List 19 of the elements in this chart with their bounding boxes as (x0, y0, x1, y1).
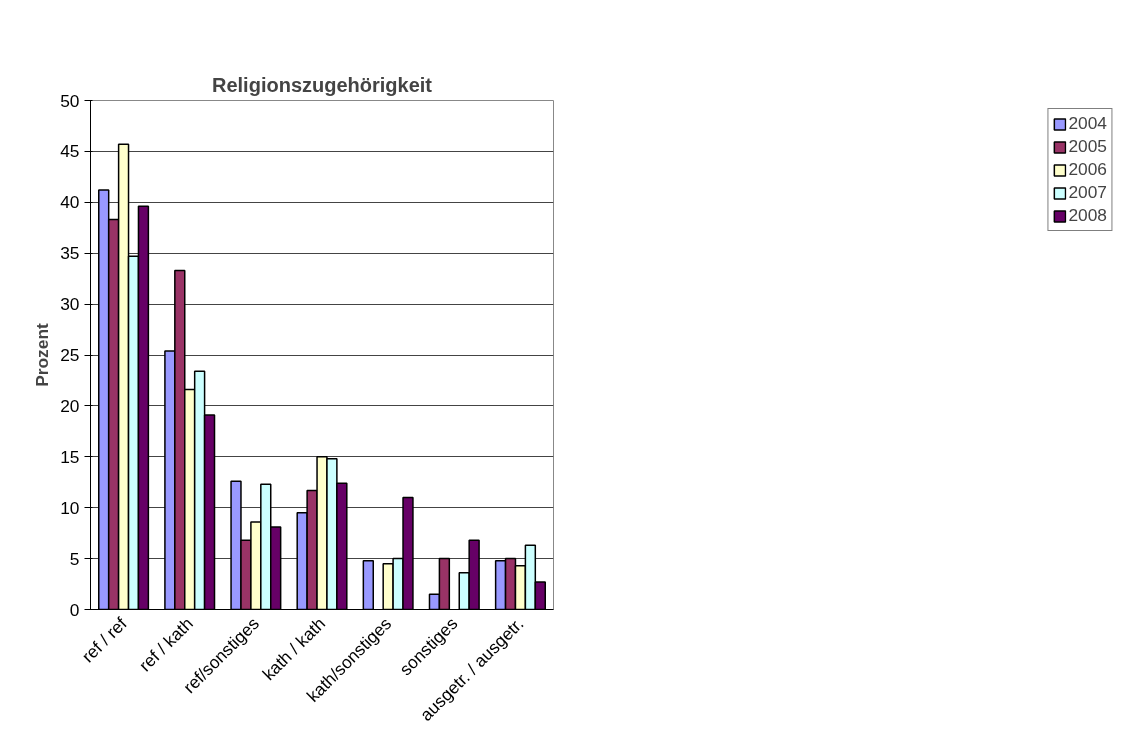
legend-label: 2005 (1068, 136, 1107, 157)
y-tick-label: 35 (60, 243, 80, 264)
legend-label: 2004 (1068, 113, 1107, 134)
chart-title: Religionszugehörigkeit (211, 73, 433, 96)
legend-label: 2008 (1068, 205, 1107, 226)
y-tick-label: 10 (60, 497, 80, 518)
y-tick-label: 5 (69, 548, 80, 569)
x-tick-label: ref / ref (77, 613, 131, 667)
y-tick-label: 0 (69, 599, 80, 620)
y-tick-label: 15 (60, 446, 80, 467)
y-tick-label: 20 (60, 395, 80, 416)
y-tick-label: 50 (60, 90, 80, 111)
y-tick-label: 45 (60, 141, 80, 162)
y-axis-title: Prozent (32, 323, 53, 387)
legend-label: 2007 (1068, 182, 1107, 203)
y-tick-label: 30 (60, 294, 80, 315)
y-tick-label: 25 (60, 345, 80, 365)
y-tick-label: 40 (60, 192, 80, 213)
legend-label: 2006 (1068, 159, 1107, 180)
